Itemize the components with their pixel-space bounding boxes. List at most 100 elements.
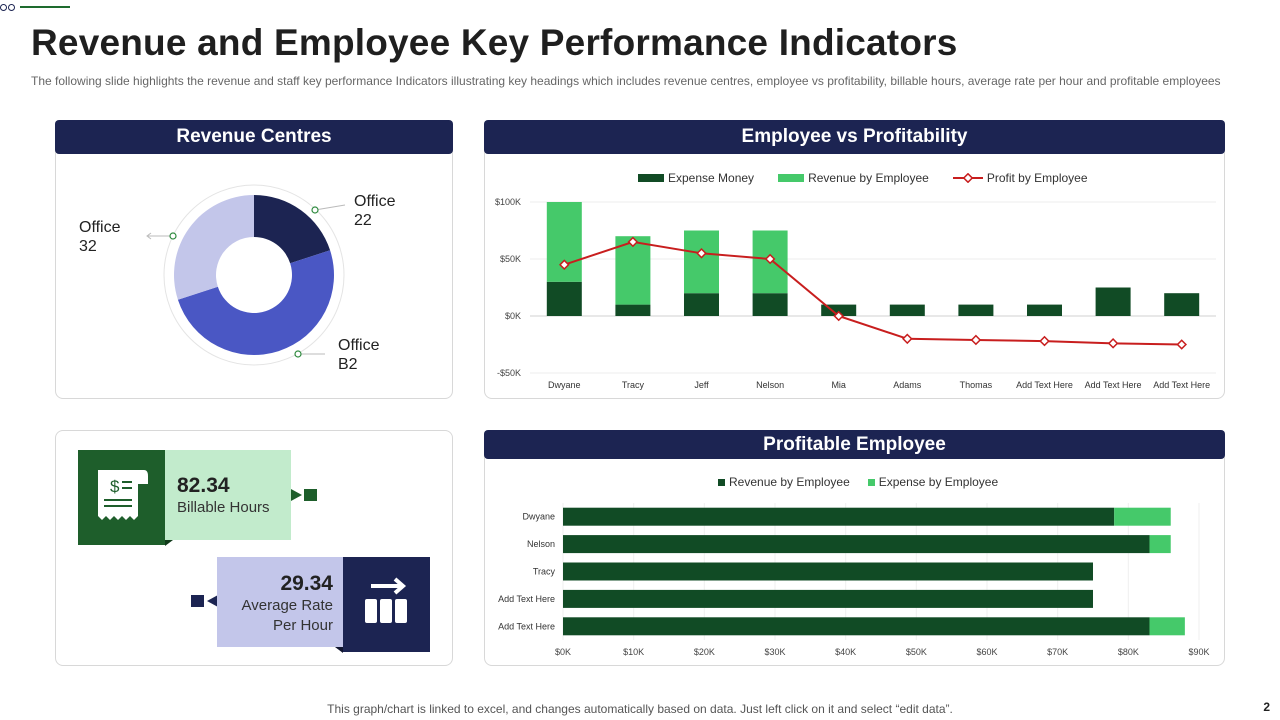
leader-dot-office-22 <box>311 206 319 214</box>
legend-item-expense-money: Expense Money <box>638 171 754 185</box>
legend-swatch <box>718 478 725 486</box>
bar-expense-money[interactable] <box>821 304 857 316</box>
point-profit-by-employee[interactable] <box>901 333 913 345</box>
point-profit-by-employee[interactable] <box>970 334 982 346</box>
deco-circle <box>0 4 7 11</box>
bar-revenue-by-employee[interactable] <box>563 589 1093 608</box>
point-profit-by-employee[interactable] <box>627 236 639 248</box>
arrow-bars-icon <box>365 577 407 623</box>
point-profit-by-employee[interactable] <box>696 247 707 259</box>
rate-text: 29.34 Average Rate Per Hour <box>217 572 333 636</box>
combo-x-tick-label: Mia <box>831 380 846 390</box>
page-subtitle: The following slide highlights the reven… <box>31 74 1221 88</box>
legend-item-revenue-by-employee: Revenue by Employee <box>778 171 929 185</box>
legend-item-expense-by-employee: Expense by Employee <box>867 475 998 489</box>
rate-icon-box <box>343 557 430 652</box>
rate-fold <box>335 647 343 653</box>
hbar-x-tick-label: $20K <box>694 647 715 657</box>
combo-x-tick-label: Thomas <box>960 380 993 390</box>
legend-swatch <box>638 174 664 182</box>
point-profit-by-employee[interactable] <box>764 253 776 265</box>
profitable-employee-header: Profitable Employee <box>484 430 1225 459</box>
profitable-employee-legend: Revenue by Employee Expense by Employee <box>718 475 1022 489</box>
hbar-x-tick-label: $10K <box>623 647 644 657</box>
donut-slice-office-b2[interactable] <box>177 250 335 355</box>
billable-icon-box: $ <box>78 450 165 545</box>
bar-expense-money[interactable] <box>615 304 651 316</box>
revenue-donut-chart[interactable]: Office 22 Office B2 Office 32 <box>55 155 453 399</box>
combo-y-tick-label: -$50K <box>497 368 521 378</box>
bar-expense-money[interactable] <box>752 293 788 316</box>
hbar-x-tick-label: $80K <box>1118 647 1139 657</box>
leader-arrow-office-32 <box>146 232 152 240</box>
bar-expense-money[interactable] <box>1027 304 1062 316</box>
hbar-y-tick-label: Tracy <box>533 567 556 577</box>
employee-profitability-chart[interactable]: -$50K $0K $50K $100K Dwyane Tracy Jeff Nelson Mi… <box>484 190 1225 395</box>
donut-slice-office-22[interactable] <box>254 195 331 264</box>
billable-pointer-icon <box>291 489 317 501</box>
bar-expense-by-employee[interactable] <box>1149 535 1171 554</box>
leader-line-office-22 <box>314 204 346 211</box>
footer-note: This graph/chart is linked to excel, and… <box>327 702 953 716</box>
hbar-x-tick-label: $90K <box>1188 647 1209 657</box>
profitable-employee-chart[interactable]: $0K $10K $20K $30K $40K $50K $60K $70K $80K $90K D… <box>484 495 1225 665</box>
donut-slice-office-32[interactable] <box>174 195 254 300</box>
combo-y-tick-label: $100K <box>495 197 521 207</box>
bar-expense-by-employee[interactable] <box>1114 507 1171 526</box>
combo-x-tick-label: Add Text Here <box>1016 380 1073 390</box>
bar-revenue-by-employee[interactable] <box>563 507 1115 526</box>
combo-x-tick-label: Add Text Here <box>1153 380 1210 390</box>
deco-circle <box>8 4 15 11</box>
bar-revenue-by-employee[interactable] <box>684 230 719 294</box>
legend-label: Revenue by Employee <box>808 171 929 185</box>
billable-hours-label: Billable Hours <box>177 499 270 516</box>
donut-label-office-b2-line2: B2 <box>338 356 358 373</box>
hbar-y-tick-label: Dwyane <box>522 512 555 522</box>
point-profit-by-employee[interactable] <box>1039 335 1050 347</box>
bar-expense-money[interactable] <box>684 293 719 316</box>
combo-x-tick-label: Tracy <box>622 380 645 390</box>
bar-expense-money[interactable] <box>546 281 582 316</box>
legend-item-profit-by-employee: Profit by Employee <box>952 171 1088 185</box>
bar-expense-money[interactable] <box>1164 293 1200 316</box>
hbar-x-tick-label: $40K <box>835 647 856 657</box>
legend-label: Revenue by Employee <box>729 475 850 489</box>
donut-label-office-22-line1: Office <box>354 193 396 210</box>
donut-label-office-22-line2: 22 <box>354 212 372 229</box>
bar-expense-money[interactable] <box>958 304 994 316</box>
combo-x-tick-label: Nelson <box>756 380 784 390</box>
hbar-x-tick-label: $30K <box>764 647 785 657</box>
bar-expense-money[interactable] <box>889 304 925 316</box>
receipt-icon: $ <box>98 470 148 520</box>
average-rate-label-line1: Average Rate <box>241 597 333 614</box>
bar-revenue-by-employee[interactable] <box>563 535 1150 554</box>
average-rate-value: 29.34 <box>280 572 333 595</box>
donut-label-office-32-line1: Office <box>79 219 121 236</box>
line-profit-by-employee <box>563 240 1182 346</box>
revenue-centres-header: Revenue Centres <box>55 120 453 154</box>
hbar-y-tick-label: Add Text Here <box>498 594 555 604</box>
combo-x-tick-label: Dwyane <box>548 380 581 390</box>
bar-revenue-by-employee[interactable] <box>563 617 1150 636</box>
combo-x-tick-label: Add Text Here <box>1085 380 1142 390</box>
donut-label-office-32-line2: 32 <box>79 238 97 255</box>
rate-value-box <box>217 557 343 647</box>
billable-value-box <box>165 450 291 540</box>
point-profit-by-employee[interactable] <box>833 310 845 322</box>
bar-expense-by-employee[interactable] <box>1149 617 1185 636</box>
average-rate-label-line2: Per Hour <box>272 617 333 634</box>
point-profit-by-employee[interactable] <box>1107 338 1119 349</box>
point-profit-by-employee[interactable] <box>558 259 570 271</box>
hbar-x-tick-label: $50K <box>906 647 927 657</box>
page-title: Revenue and Employee Key Performance Ind… <box>31 22 958 63</box>
bar-revenue-by-employee[interactable] <box>563 562 1093 581</box>
legend-label: Profit by Employee <box>986 171 1088 185</box>
bar-expense-money[interactable] <box>1095 287 1131 317</box>
legend-line-marker <box>952 173 983 183</box>
hbar-x-tick-label: $60K <box>976 647 997 657</box>
combo-y-tick-label: $0K <box>505 311 521 321</box>
point-profit-by-employee[interactable] <box>1176 339 1188 350</box>
deco-line <box>20 6 70 8</box>
bar-revenue-by-employee[interactable] <box>615 236 651 305</box>
legend-swatch <box>867 478 875 486</box>
